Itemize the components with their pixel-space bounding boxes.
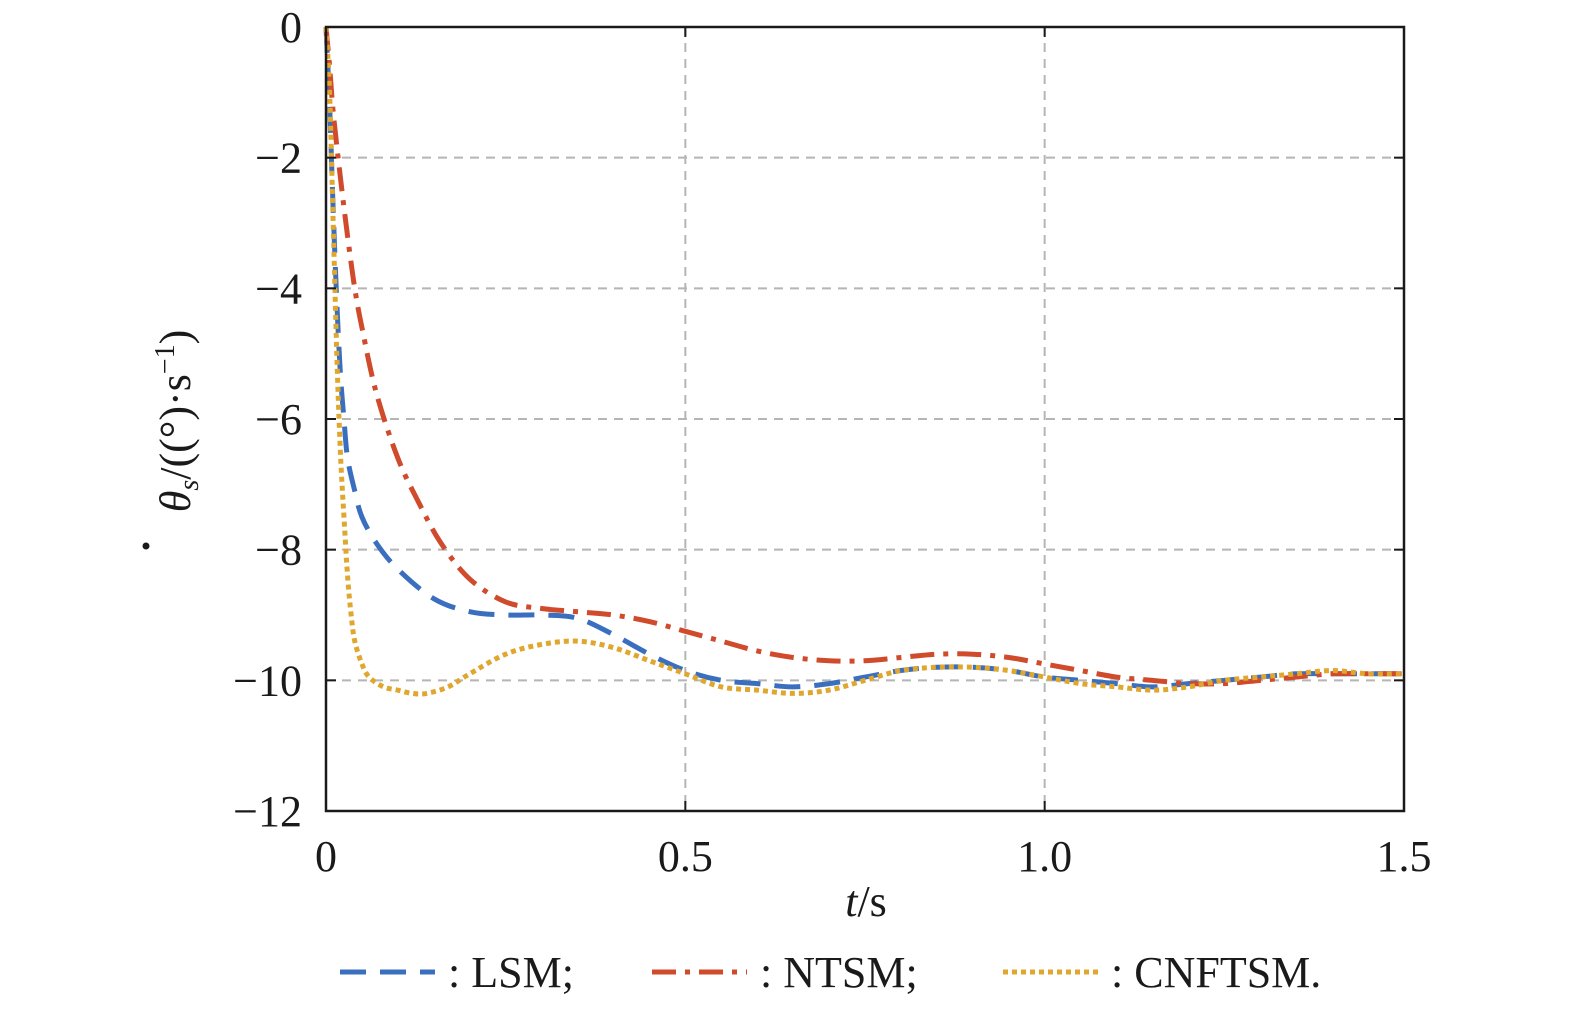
ticks xyxy=(325,26,1405,812)
series-line-1 xyxy=(323,26,1404,690)
x-axis-unit: /s xyxy=(857,877,886,926)
x-tick-label: 0.5 xyxy=(658,832,713,881)
y-tick-label: −12 xyxy=(233,787,302,836)
legend: : LSM; : NTSM; : CNFTSM. xyxy=(340,948,1321,997)
legend-label: : NTSM; xyxy=(760,948,918,997)
y-tick-label: −8 xyxy=(255,526,302,575)
y-tick-label: −2 xyxy=(255,134,302,183)
legend-label: : CNFTSM. xyxy=(1111,948,1321,997)
y-tick-label: −4 xyxy=(255,264,302,313)
x-tick-label: 1.5 xyxy=(1377,832,1432,881)
y-axis-dot-accent xyxy=(142,542,150,550)
legend-label: : LSM; xyxy=(448,948,574,997)
x-axis-label: t/s xyxy=(845,877,887,926)
tick-labels: 0 0.5 1.0 1.5 0 −2 −4 −6 −8 −10 −12 xyxy=(233,3,1431,881)
svg-text:θs/((°)·s−1): θs/((°)·s−1) xyxy=(150,330,205,513)
grid xyxy=(326,27,1404,811)
x-axis-variable: t xyxy=(845,877,859,926)
y-axis-unit: /((°)·s xyxy=(151,374,200,480)
y-axis-subscript: s xyxy=(174,480,205,491)
x-tick-label: 0 xyxy=(315,832,337,881)
x-tick-label: 1.0 xyxy=(1017,832,1072,881)
series-line-2 xyxy=(323,26,1404,687)
y-tick-label: −10 xyxy=(233,656,302,705)
y-axis-close: ) xyxy=(151,330,200,345)
series-layer xyxy=(323,26,1405,697)
y-axis-label: θs/((°)·s−1) xyxy=(142,330,205,550)
y-axis-exponent: −1 xyxy=(150,344,181,374)
y-tick-label: 0 xyxy=(280,3,302,52)
y-axis-variable: θ xyxy=(151,491,200,513)
series-line-3 xyxy=(323,26,1405,697)
y-tick-label: −6 xyxy=(255,395,302,444)
